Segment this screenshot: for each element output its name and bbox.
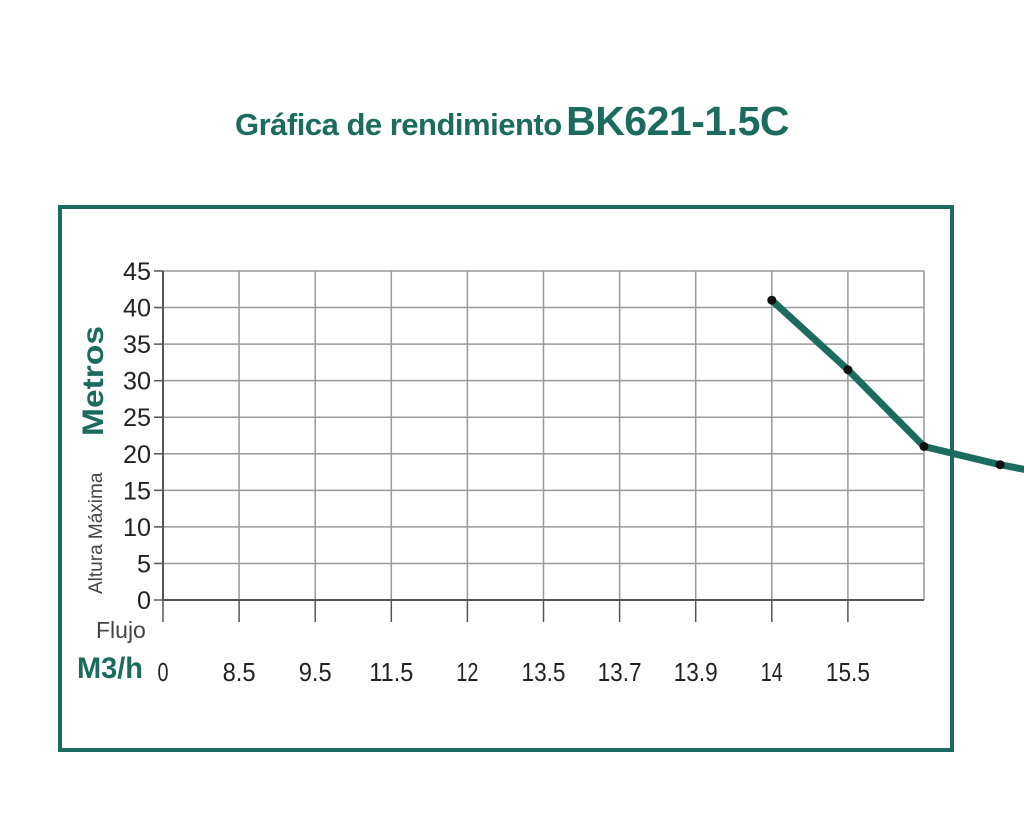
y-axis-label-small: Altura Máxima <box>86 472 107 594</box>
x-axis-label-big: M3/h <box>77 652 143 685</box>
axis-labels: 0 5 10 15 20 25 30 35 40 45 0 8.5 9.5 11.5 12 13.5 13.7 1… <box>77 258 870 687</box>
y-axis-label-big: Metros <box>77 326 110 436</box>
y-tick-label: 15 <box>123 477 151 505</box>
data-point <box>995 460 1005 470</box>
data-point <box>919 441 929 451</box>
y-tick-label: 20 <box>123 441 151 469</box>
chart-frame <box>58 205 954 752</box>
x-tick-label: 0 <box>158 657 169 687</box>
series <box>767 295 1024 473</box>
y-tick-label: 10 <box>123 514 151 542</box>
x-tick-label: 13.5 <box>522 657 566 687</box>
data-point <box>843 365 853 375</box>
y-tick-label: 5 <box>137 550 151 578</box>
data-point <box>767 295 777 305</box>
y-tick-label: 30 <box>123 368 151 396</box>
x-tick-label: 14 <box>761 657 783 687</box>
x-tick-label: 12 <box>456 657 478 687</box>
grid <box>163 270 925 600</box>
chart-title-model: BK621-1.5C <box>566 98 789 144</box>
y-tick-label: 0 <box>137 587 151 615</box>
y-tick-label: 40 <box>123 295 151 323</box>
y-tick-label: 35 <box>123 331 151 359</box>
x-tick-label: 13.9 <box>674 657 718 687</box>
chart-title-prefix: Gráfica de rendimiento <box>235 107 562 142</box>
x-tick-label: 13.7 <box>598 657 642 687</box>
x-tick-label: 11.5 <box>369 657 413 687</box>
y-tick-label: 45 <box>123 258 151 286</box>
x-tick-label: 9.5 <box>299 657 332 687</box>
x-tick-label: 15.5 <box>826 657 870 687</box>
series-line <box>768 296 1024 473</box>
x-tick-label: 8.5 <box>223 657 256 687</box>
x-axis-label-small: Flujo <box>96 617 146 643</box>
y-tick-label: 25 <box>123 404 151 432</box>
axes <box>154 270 924 622</box>
chart-title: Gráfica de rendimiento BK621-1.5C <box>0 98 1024 145</box>
